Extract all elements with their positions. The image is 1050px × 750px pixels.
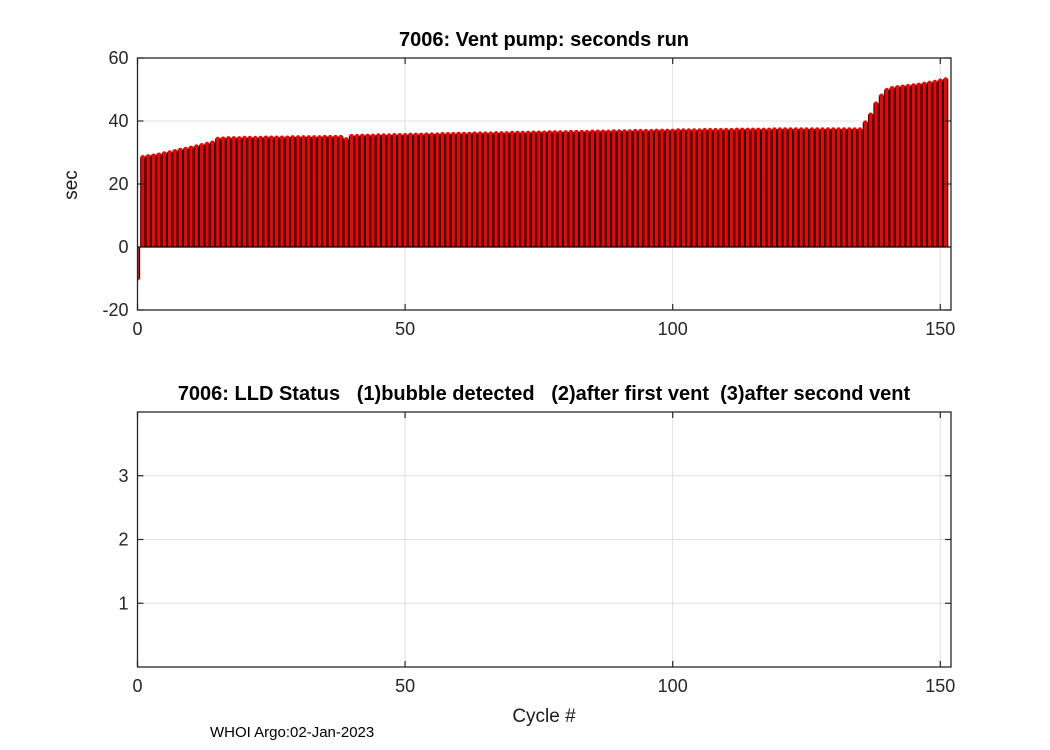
x-tick-label: 0 [132, 676, 142, 696]
x-tick-label: 100 [658, 676, 688, 696]
vent-pump-ylabel: sec [61, 170, 82, 200]
footer-watermark: WHOI Argo:02-Jan-2023 [210, 724, 374, 741]
y-tick-label: 20 [108, 174, 128, 194]
cycle-number-xlabel: Cycle # [512, 706, 576, 727]
y-tick-label: 40 [108, 111, 128, 131]
y-tick-label: 3 [118, 466, 128, 486]
x-tick-label: 150 [925, 319, 955, 339]
y-tick-label: 60 [108, 48, 128, 68]
x-tick-label: 50 [395, 676, 415, 696]
x-tick-label: 0 [132, 319, 142, 339]
x-tick-label: 100 [658, 319, 688, 339]
y-tick-label: 2 [118, 530, 128, 550]
x-tick-label: 50 [395, 319, 415, 339]
lld-status-chart: 0 50 100 150 1 2 3 [118, 411, 955, 696]
vent-pump-title: 7006: Vent pump: seconds run [399, 29, 689, 51]
lld-status-title: 7006: LLD Status (1)bubble detected (2)a… [178, 383, 911, 405]
y-tick-label: -20 [102, 300, 128, 320]
y-tick-label: 0 [118, 237, 128, 257]
x-tick-label: 150 [925, 676, 955, 696]
y-tick-label: 1 [118, 593, 128, 613]
